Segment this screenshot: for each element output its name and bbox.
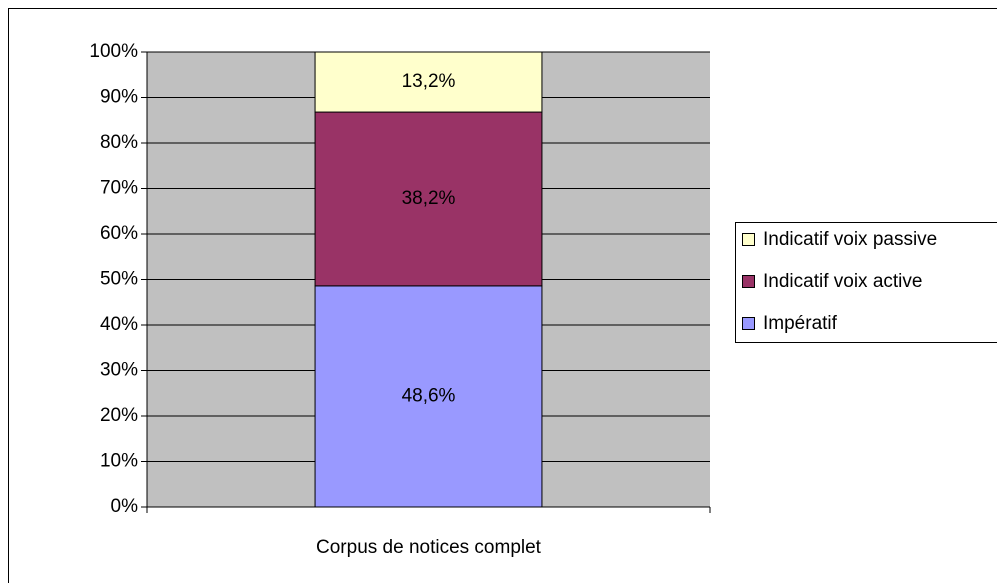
- data-label: 13,2%: [402, 71, 456, 92]
- legend-label: Indicatif voix active: [763, 271, 922, 292]
- y-tick-label: 20%: [100, 405, 138, 426]
- legend-label: Indicatif voix passive: [763, 229, 937, 250]
- x-tick-label: Corpus de notices complet: [316, 537, 542, 558]
- bar-segment: [314, 111, 543, 287]
- y-tick-label: 50%: [100, 269, 138, 290]
- y-tick-label: 60%: [100, 223, 138, 244]
- bar-segment: [314, 51, 543, 113]
- y-tick-label: 80%: [100, 132, 138, 153]
- y-tick-label: 0%: [111, 496, 139, 517]
- legend-label: Impératif: [763, 313, 838, 334]
- y-tick-label: 90%: [100, 87, 138, 108]
- bar-segment: [314, 285, 543, 508]
- y-tick-label: 10%: [100, 451, 138, 472]
- data-label: 48,6%: [402, 385, 456, 406]
- legend-swatch: [742, 317, 755, 330]
- y-tick-label: 30%: [100, 360, 138, 381]
- y-tick-label: 100%: [89, 41, 138, 62]
- legend-swatch: [742, 233, 755, 246]
- legend-swatch: [742, 275, 755, 288]
- y-tick-label: 70%: [100, 178, 138, 199]
- data-label: 38,2%: [402, 188, 456, 209]
- legend: [735, 222, 997, 343]
- y-tick-label: 40%: [100, 314, 138, 335]
